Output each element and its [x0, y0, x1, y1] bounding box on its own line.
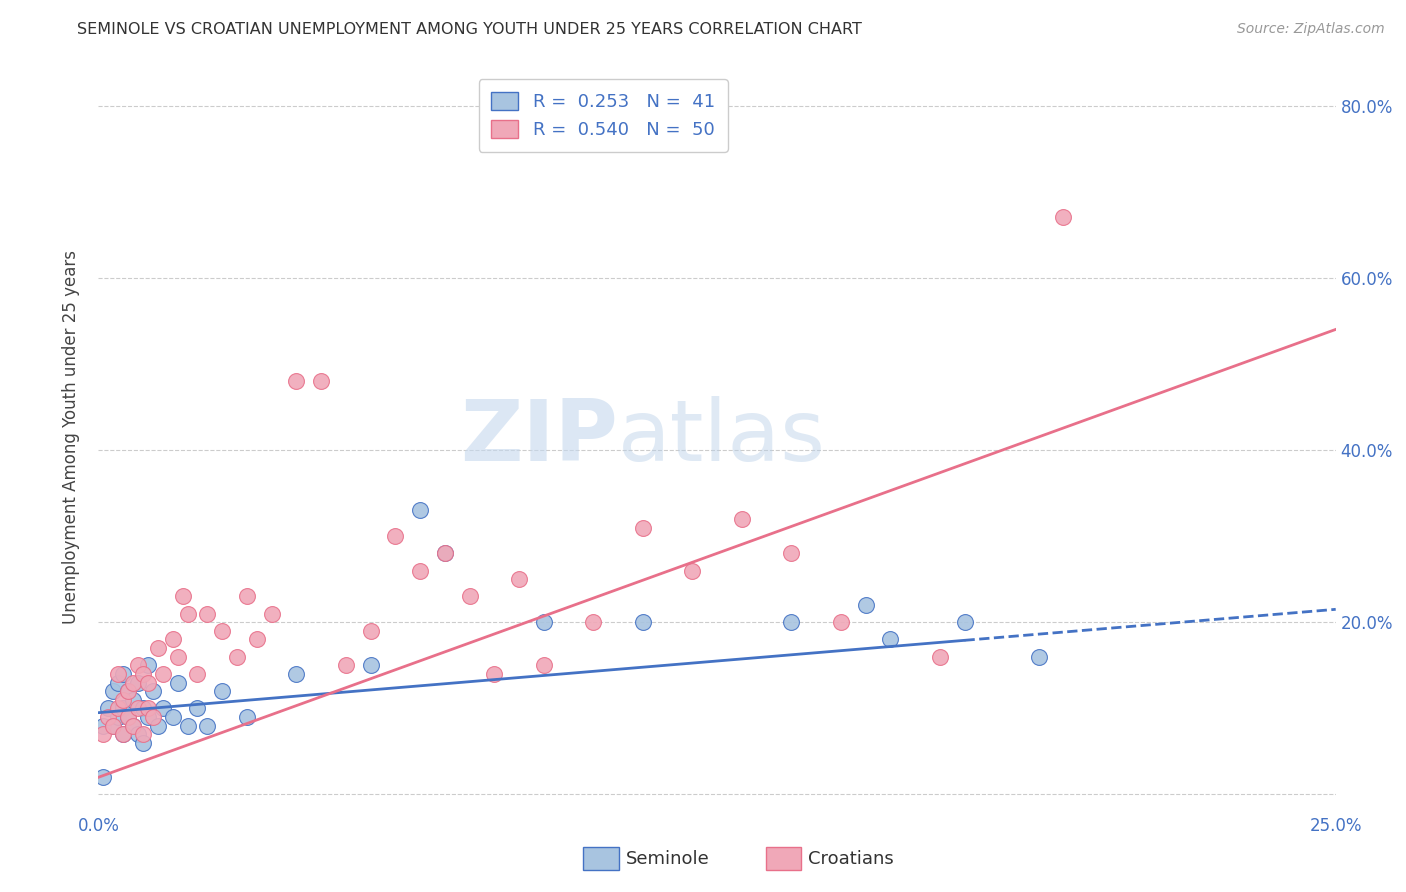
Point: [122, 675, 145, 690]
Point: [360, 624, 382, 638]
Point: [928, 649, 950, 664]
Point: [176, 718, 198, 732]
Point: [681, 564, 703, 578]
Point: [335, 658, 357, 673]
Point: [103, 684, 125, 698]
Point: [97, 710, 120, 724]
Point: [458, 590, 481, 604]
Point: [127, 658, 149, 673]
Point: [166, 649, 188, 664]
Point: [117, 684, 139, 698]
Point: [508, 572, 530, 586]
Point: [246, 632, 269, 647]
Point: [112, 667, 135, 681]
Point: [93, 727, 115, 741]
Point: [107, 667, 129, 681]
Point: [260, 607, 283, 621]
Point: [97, 701, 120, 715]
Point: [117, 684, 139, 698]
Point: [166, 675, 188, 690]
Point: [103, 718, 125, 732]
Point: [186, 667, 208, 681]
Point: [122, 692, 145, 706]
Text: Croatians: Croatians: [808, 850, 894, 868]
Point: [107, 710, 129, 724]
Point: [176, 607, 198, 621]
Point: [780, 615, 803, 630]
Point: [112, 727, 135, 741]
Point: [132, 701, 155, 715]
Point: [162, 632, 184, 647]
Point: [1052, 211, 1074, 225]
Point: [953, 615, 976, 630]
Point: [631, 615, 654, 630]
Point: [162, 710, 184, 724]
Point: [127, 675, 149, 690]
Point: [152, 667, 174, 681]
Text: ZIP: ZIP: [460, 395, 619, 479]
Point: [879, 632, 901, 647]
Point: [285, 374, 308, 388]
Point: [117, 710, 139, 724]
Point: [146, 641, 169, 656]
Point: [731, 512, 754, 526]
Point: [533, 658, 555, 673]
Point: [127, 727, 149, 741]
Point: [112, 701, 135, 715]
Point: [830, 615, 852, 630]
Point: [195, 718, 218, 732]
Point: [186, 701, 208, 715]
Point: [117, 710, 139, 724]
Point: [112, 692, 135, 706]
Point: [132, 727, 155, 741]
Point: [136, 710, 159, 724]
Point: [112, 727, 135, 741]
Point: [132, 667, 155, 681]
Point: [107, 675, 129, 690]
Point: [172, 590, 194, 604]
Point: [152, 701, 174, 715]
Point: [360, 658, 382, 673]
Y-axis label: Unemployment Among Youth under 25 years: Unemployment Among Youth under 25 years: [62, 250, 80, 624]
Point: [309, 374, 332, 388]
Point: [127, 701, 149, 715]
Point: [211, 624, 233, 638]
Point: [142, 710, 165, 724]
Point: [780, 546, 803, 560]
Point: [103, 718, 125, 732]
Point: [484, 667, 506, 681]
Point: [855, 598, 877, 612]
Point: [582, 615, 605, 630]
Point: [93, 718, 115, 732]
Point: [146, 718, 169, 732]
Point: [226, 649, 249, 664]
Point: [136, 675, 159, 690]
Point: [136, 658, 159, 673]
Text: atlas: atlas: [619, 395, 827, 479]
Point: [533, 615, 555, 630]
Point: [384, 529, 406, 543]
Point: [1028, 649, 1050, 664]
Point: [142, 684, 165, 698]
Text: Seminole: Seminole: [626, 850, 710, 868]
Point: [122, 718, 145, 732]
Legend: R =  0.253   N =  41, R =  0.540   N =  50: R = 0.253 N = 41, R = 0.540 N = 50: [478, 79, 727, 152]
Point: [433, 546, 456, 560]
Point: [631, 520, 654, 534]
Point: [236, 710, 259, 724]
Point: [93, 770, 115, 784]
Text: SEMINOLE VS CROATIAN UNEMPLOYMENT AMONG YOUTH UNDER 25 YEARS CORRELATION CHART: SEMINOLE VS CROATIAN UNEMPLOYMENT AMONG …: [77, 22, 862, 37]
Point: [195, 607, 218, 621]
Point: [285, 667, 308, 681]
Point: [107, 701, 129, 715]
Point: [236, 590, 259, 604]
Point: [136, 701, 159, 715]
Text: Source: ZipAtlas.com: Source: ZipAtlas.com: [1237, 22, 1385, 37]
Point: [433, 546, 456, 560]
Point: [211, 684, 233, 698]
Point: [122, 718, 145, 732]
Point: [409, 564, 432, 578]
Point: [409, 503, 432, 517]
Point: [132, 736, 155, 750]
